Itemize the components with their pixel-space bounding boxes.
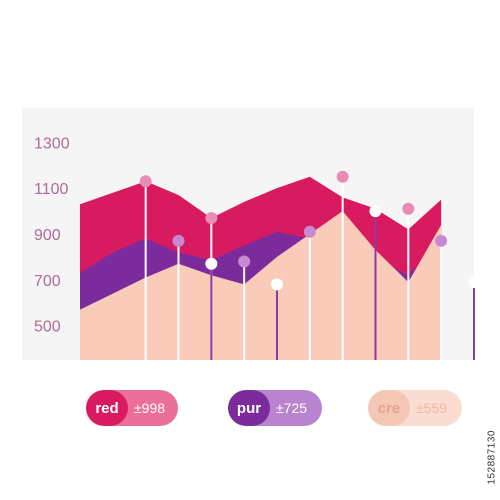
y-axis-ticks: 1300 1100 900 700 500 [34, 135, 70, 335]
marker-stems [144, 176, 475, 360]
legend-item-red[interactable]: red ±998 [86, 390, 178, 426]
y-tick-label: 1100 [34, 181, 69, 198]
y-tick-label: 500 [34, 319, 61, 336]
series-areas [80, 176, 442, 360]
marker-cre [271, 278, 283, 291]
marker-cre [468, 276, 480, 289]
legend-item-cre[interactable]: cre ±559 [368, 390, 462, 426]
legend-key-red: red [86, 390, 128, 426]
legend-value-pur: ±725 [276, 400, 308, 416]
marker-red [139, 175, 152, 188]
legend-item-pur[interactable]: pur ±725 [228, 390, 322, 426]
marker-red [205, 211, 218, 224]
y-tick-label: 1300 [34, 135, 70, 152]
legend-key-cre: cre [368, 390, 410, 426]
data-markers [139, 170, 480, 291]
side-caption: 152887130 [487, 430, 498, 485]
y-tick-label: 700 [34, 273, 61, 290]
marker-pur [238, 255, 251, 268]
marker-red [402, 202, 415, 215]
legend-value-red: ±998 [134, 400, 166, 416]
marker-pur [435, 234, 448, 247]
y-tick-label: 900 [34, 227, 61, 244]
area-cre [80, 211, 442, 360]
legend-value-cre: ±559 [416, 400, 448, 416]
marker-red [336, 170, 349, 183]
marker-pur [303, 225, 316, 238]
marker-cre [369, 205, 382, 218]
marker-pur [172, 234, 185, 247]
marker-cre [205, 257, 218, 270]
legend-key-pur: pur [228, 390, 270, 426]
